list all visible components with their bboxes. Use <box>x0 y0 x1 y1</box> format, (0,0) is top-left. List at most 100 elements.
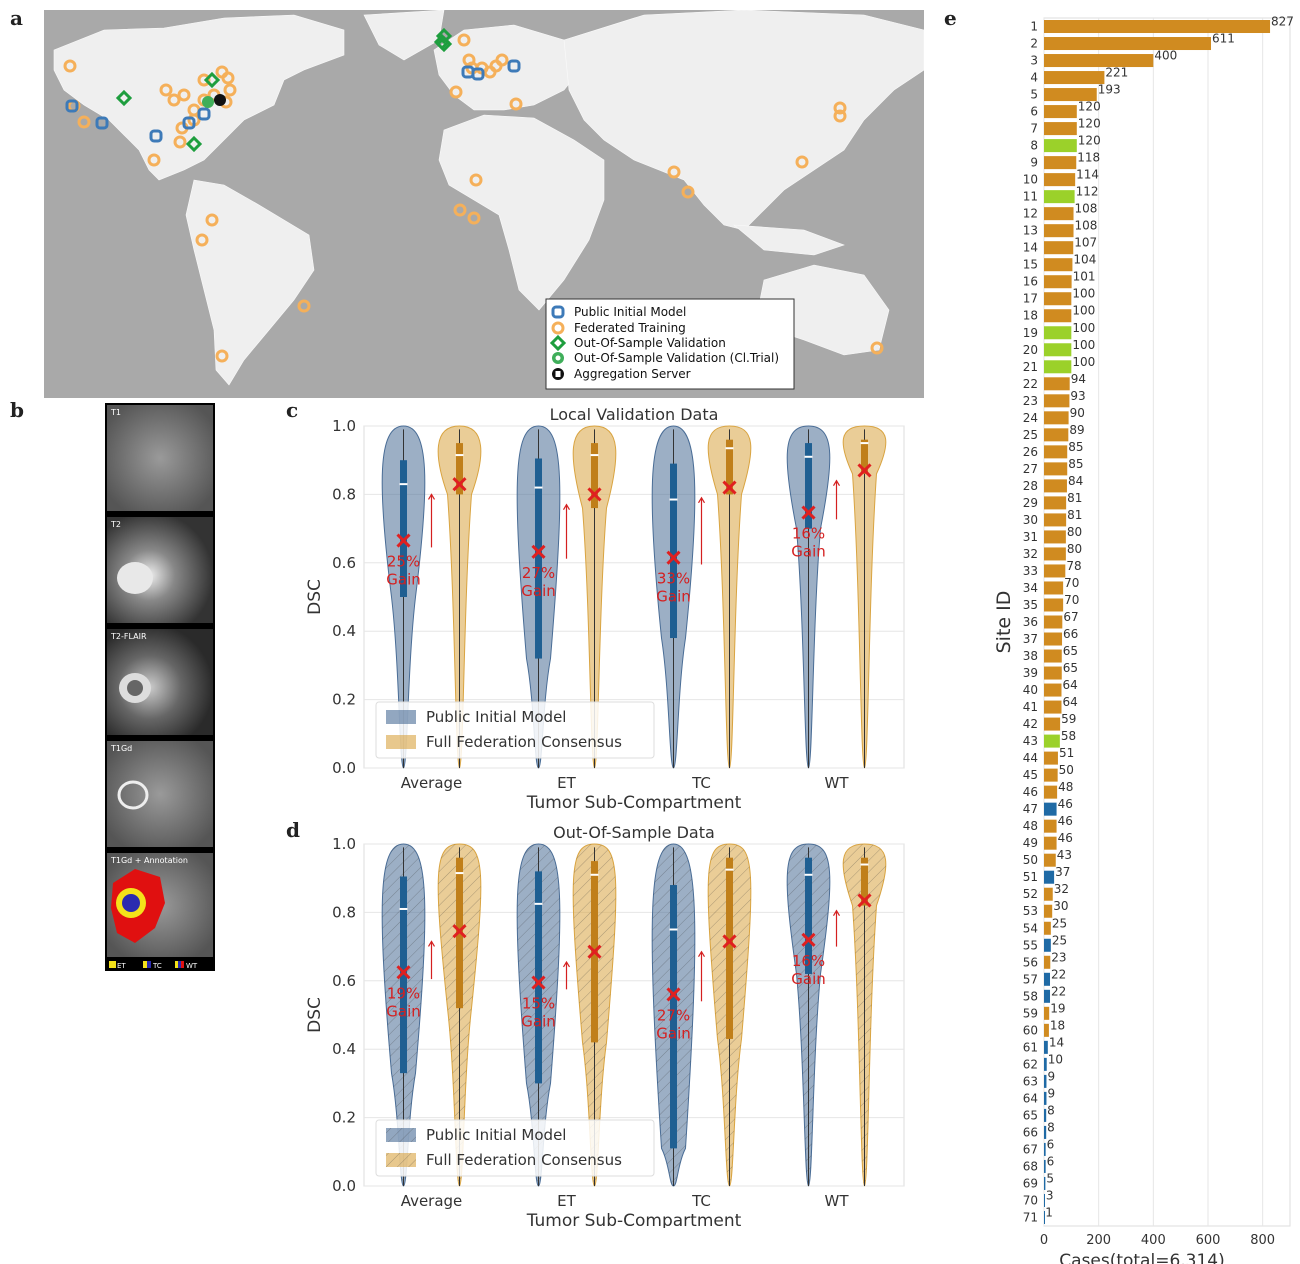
bar <box>1044 819 1057 833</box>
legend-box <box>375 701 655 759</box>
y-tick-label: 58 <box>1023 989 1038 1003</box>
bar <box>1044 1125 1047 1139</box>
bar <box>1044 326 1072 340</box>
x-tick-label: WT <box>825 774 850 792</box>
site-marker-aggregation-server <box>214 94 226 106</box>
violin-iqr-box <box>670 463 677 639</box>
bar-value-label: 50 <box>1059 763 1074 777</box>
bar-value-label: 8 <box>1047 1103 1055 1117</box>
bar <box>1044 598 1064 612</box>
gain-arrowhead <box>832 479 841 487</box>
bar-value-label: 100 <box>1072 355 1095 369</box>
bar-value-label: 58 <box>1061 729 1076 743</box>
violin-chart-local: 0.0 0.2 0.4 0.6 0.8 1.0 Local Validation Data D… <box>305 405 905 813</box>
bar <box>1044 122 1077 136</box>
bar <box>1044 666 1062 680</box>
y-tick-label: 16 <box>1023 275 1038 289</box>
site-marker-federated <box>215 65 229 79</box>
violin-iqr-box <box>591 443 598 509</box>
bar <box>1044 989 1051 1003</box>
bar-value-label: 64 <box>1062 695 1077 709</box>
bar-value-label: 70 <box>1064 593 1079 607</box>
y-tick-label: 39 <box>1023 666 1038 680</box>
y-tick-label: 60 <box>1023 1023 1038 1037</box>
bar <box>1044 190 1075 204</box>
bar <box>1044 496 1067 510</box>
site-marker-federated <box>297 299 311 313</box>
y-tick-label: 9 <box>1030 156 1038 170</box>
y-tick-label: 13 <box>1023 224 1038 238</box>
y-tick-label: 12 <box>1023 207 1038 221</box>
bar-value-label: 90 <box>1070 406 1085 420</box>
x-tick-label: 800 <box>1250 1233 1275 1248</box>
panel-label-c: c <box>286 398 299 422</box>
bar-value-label: 22 <box>1051 984 1066 998</box>
y-axis-label: Site ID <box>993 591 1015 654</box>
site-marker-federated <box>223 83 237 97</box>
panel-label-b: b <box>10 398 24 422</box>
violin-iqr-box <box>861 439 868 474</box>
y-tick-label: 19 <box>1023 326 1038 340</box>
site-marker-federated <box>495 53 509 67</box>
south-america <box>185 179 315 386</box>
y-tick-label: 57 <box>1023 972 1038 986</box>
bar <box>1044 632 1063 646</box>
site-marker-federated <box>159 83 173 97</box>
mean-marker <box>801 932 816 947</box>
bar <box>1044 224 1074 238</box>
site-marker-federated <box>77 115 91 129</box>
site-marker-validation <box>435 27 453 45</box>
mri-frame-flair: T2-FLAIR <box>107 629 213 735</box>
bar-value-label: 85 <box>1068 457 1083 471</box>
bar-value-label: 3 <box>1046 1188 1054 1202</box>
y-tick-label: 4 <box>1030 71 1038 85</box>
bar <box>1044 581 1064 595</box>
y-tick-label: 7 <box>1030 122 1038 136</box>
mean-marker <box>396 533 411 548</box>
y-tick-label: 3 <box>1030 54 1038 68</box>
svg-text:T2: T2 <box>110 520 121 529</box>
y-tick-label: 68 <box>1023 1159 1038 1173</box>
site-marker-federated <box>167 93 181 107</box>
y-axis-label: DSC <box>305 997 325 1033</box>
y-tick-label: 38 <box>1023 649 1038 663</box>
x-axis-label: Cases(total=6,314) <box>1059 1251 1225 1264</box>
y-tick-label: 11 <box>1023 190 1038 204</box>
bar-value-label: 84 <box>1068 474 1083 488</box>
y-tick-label: 54 <box>1023 921 1038 935</box>
svg-text:WT: WT <box>186 962 198 970</box>
chart-legend: Public Initial Model Full Federation Cons… <box>375 1119 655 1177</box>
bar <box>1044 700 1062 714</box>
gain-arrowhead <box>562 503 571 510</box>
bar <box>1044 1040 1048 1054</box>
bar <box>1044 972 1051 986</box>
y-tick-label: 0.6 <box>332 554 356 572</box>
gain-label: 15% <box>522 995 555 1013</box>
site-marker-federated <box>469 173 483 187</box>
violin-iqr-box <box>535 871 542 1084</box>
map-legend: Public Initial Model Federated Training … <box>545 298 795 390</box>
mean-marker <box>801 505 816 520</box>
y-tick-label: 32 <box>1023 547 1038 561</box>
y-tick-label: 40 <box>1023 683 1038 697</box>
mean-marker <box>666 987 681 1002</box>
gain-label: 16% <box>792 952 825 970</box>
plot-area <box>1043 17 1291 1227</box>
y-tick-label: 10 <box>1023 173 1038 187</box>
bar-value-label: 10 <box>1048 1052 1063 1066</box>
bar <box>1044 513 1067 527</box>
map-legend-label: Federated Training <box>574 321 686 335</box>
bar-value-label: 104 <box>1073 253 1096 267</box>
bar <box>1044 1006 1050 1020</box>
site-marker-federated <box>467 211 481 225</box>
svg-text:T1Gd: T1Gd <box>110 744 132 753</box>
mri-frame-annotation: T1Gd + Annotation <box>107 853 213 957</box>
y-tick-label: 0.0 <box>332 1177 356 1195</box>
gain-label: Gain <box>656 588 691 606</box>
bar <box>1044 734 1060 748</box>
mri-legend: ET TC WT <box>109 961 198 970</box>
bar-value-label: 46 <box>1058 814 1073 828</box>
violin-chart-out-of-sample: 0.0 0.2 0.4 0.6 0.8 1.0 Out-Of-Sample Data DSC T… <box>305 823 905 1228</box>
bar-value-label: 94 <box>1071 372 1086 386</box>
legend-swatch-hatch <box>386 1153 416 1167</box>
